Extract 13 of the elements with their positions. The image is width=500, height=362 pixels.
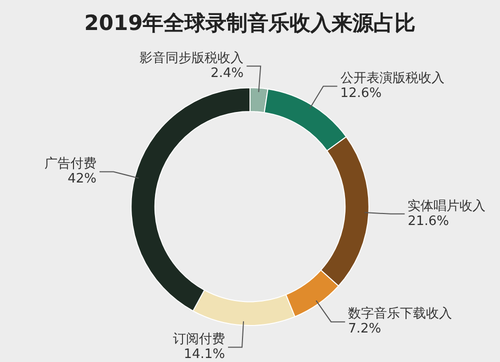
slice-label: 广告付费: [44, 156, 96, 172]
slice-label: 订阅付费: [173, 332, 226, 348]
slice-label: 公开表演版税收入: [340, 71, 444, 86]
data-label: 7.2%: [348, 322, 382, 337]
data-label: 21.6%: [408, 214, 450, 229]
data-label: 42%: [68, 172, 96, 187]
slice-label: 影音同步版税收入: [140, 50, 244, 66]
chart-title: 2019年全球录制音乐收入来源占比: [84, 11, 416, 36]
data-label: 14.1%: [184, 347, 226, 362]
data-label: 2.4%: [210, 66, 244, 81]
slice-label: 实体唱片收入: [408, 198, 486, 214]
slice-label: 数字音乐下载收入: [348, 306, 452, 322]
data-label: 12.6%: [340, 86, 382, 102]
